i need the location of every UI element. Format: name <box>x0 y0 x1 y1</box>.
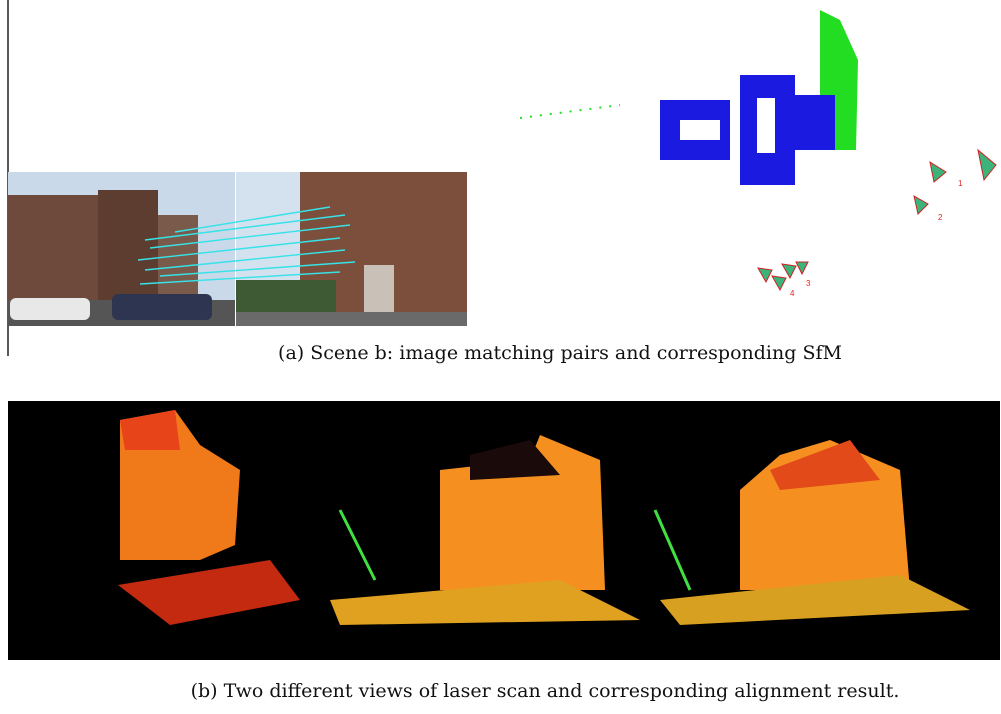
camera-label: 3 <box>806 279 811 288</box>
camera-label: 2 <box>938 213 943 222</box>
camera-label: 4 <box>790 289 795 298</box>
photo-left <box>8 172 235 326</box>
photo-right <box>236 172 467 326</box>
laser-scan-views <box>118 410 970 625</box>
point-cloud <box>519 10 858 185</box>
caption: (b) Two different views of laser scan an… <box>191 680 900 702</box>
cameras <box>757 148 997 292</box>
camera-label: 1 <box>958 179 963 188</box>
match-lines <box>137 206 356 285</box>
caption: (a) Scene b: image matching pairs and co… <box>278 342 842 364</box>
